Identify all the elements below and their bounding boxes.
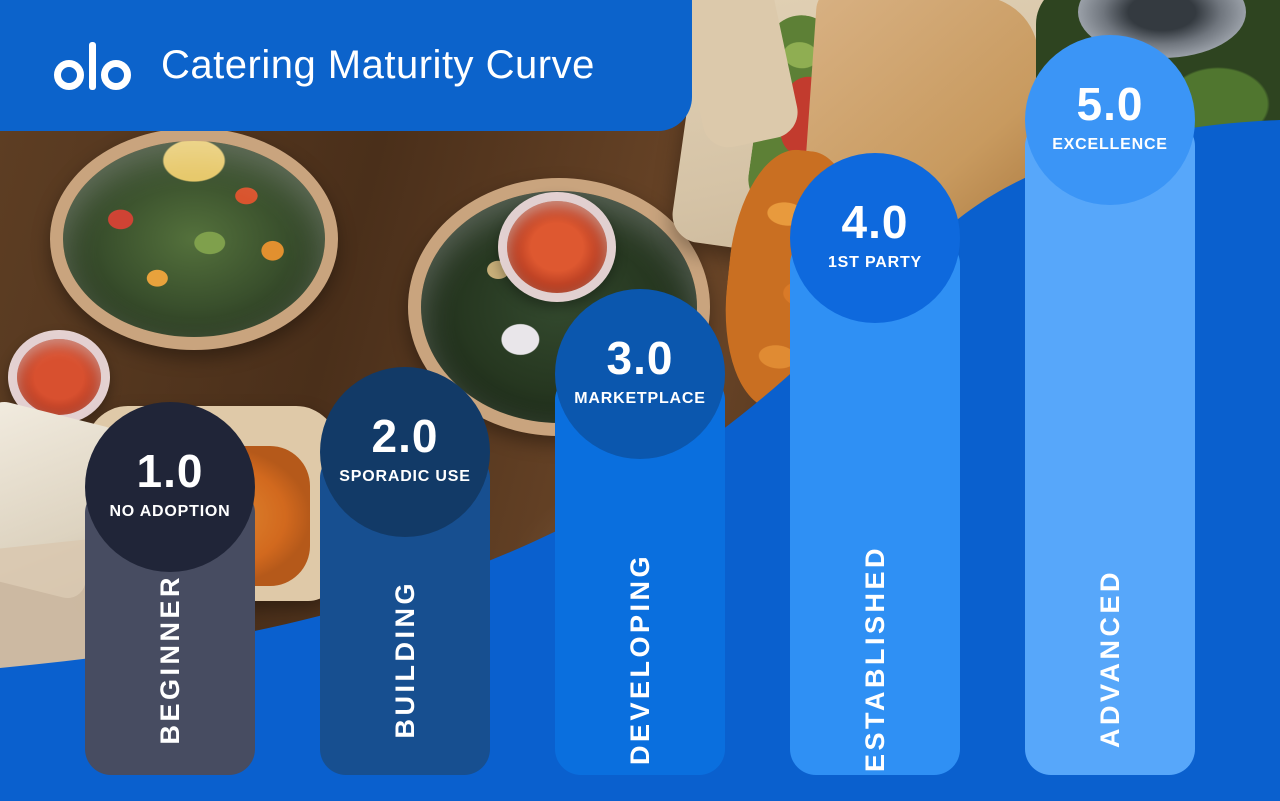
stage-circle: 2.0 SPORADIC USE [320, 367, 490, 537]
olo-logo-o-right [101, 59, 131, 90]
stage-beginner: BEGINNER 1.0 NO ADOPTION [85, 402, 255, 775]
stage-version: 2.0 [371, 409, 439, 462]
stage-level-label: DEVELOPING [624, 552, 655, 766]
stage-version: 4.0 [841, 195, 909, 248]
page-title: Catering Maturity Curve [161, 43, 595, 87]
stage-pill: ADVANCED [1025, 120, 1195, 775]
stage-name: 1ST PARTY [827, 253, 923, 271]
stage-name: EXCELLENCE [1052, 135, 1168, 153]
stage-circle: 3.0 MARKETPLACE [555, 289, 725, 459]
stage-name: MARKETPLACE [574, 389, 706, 407]
olo-logo-bar [89, 41, 96, 90]
stage-circle: 5.0 EXCELLENCE [1025, 35, 1195, 205]
stage-name: SPORADIC USE [339, 467, 471, 485]
stage-version: 3.0 [606, 331, 674, 384]
olo-logo-icon [54, 41, 131, 90]
stage-developing: DEVELOPING 3.0 MARKETPLACE [555, 289, 725, 775]
header-banner: Catering Maturity Curve [0, 0, 692, 131]
stage-level-label: ADVANCED [1094, 569, 1125, 749]
olo-logo-o-left [54, 59, 84, 90]
stage-version: 1.0 [136, 444, 204, 497]
stage-level-label: BUILDING [389, 579, 420, 739]
stage-pill: ESTABLISHED [790, 238, 960, 775]
stage-advanced: ADVANCED 5.0 EXCELLENCE [1025, 35, 1195, 775]
stage-version: 5.0 [1076, 77, 1144, 130]
stage-level-label: BEGINNER [154, 573, 185, 745]
stage-level-label: ESTABLISHED [859, 545, 890, 773]
stage-circle: 4.0 1ST PARTY [790, 153, 960, 323]
photo-sauce-cup-center [498, 192, 616, 302]
stage-circle: 1.0 NO ADOPTION [85, 402, 255, 572]
stage-name: NO ADOPTION [109, 502, 231, 520]
stage-building: BUILDING 2.0 SPORADIC USE [320, 367, 490, 775]
stage-established: ESTABLISHED 4.0 1ST PARTY [790, 153, 960, 775]
